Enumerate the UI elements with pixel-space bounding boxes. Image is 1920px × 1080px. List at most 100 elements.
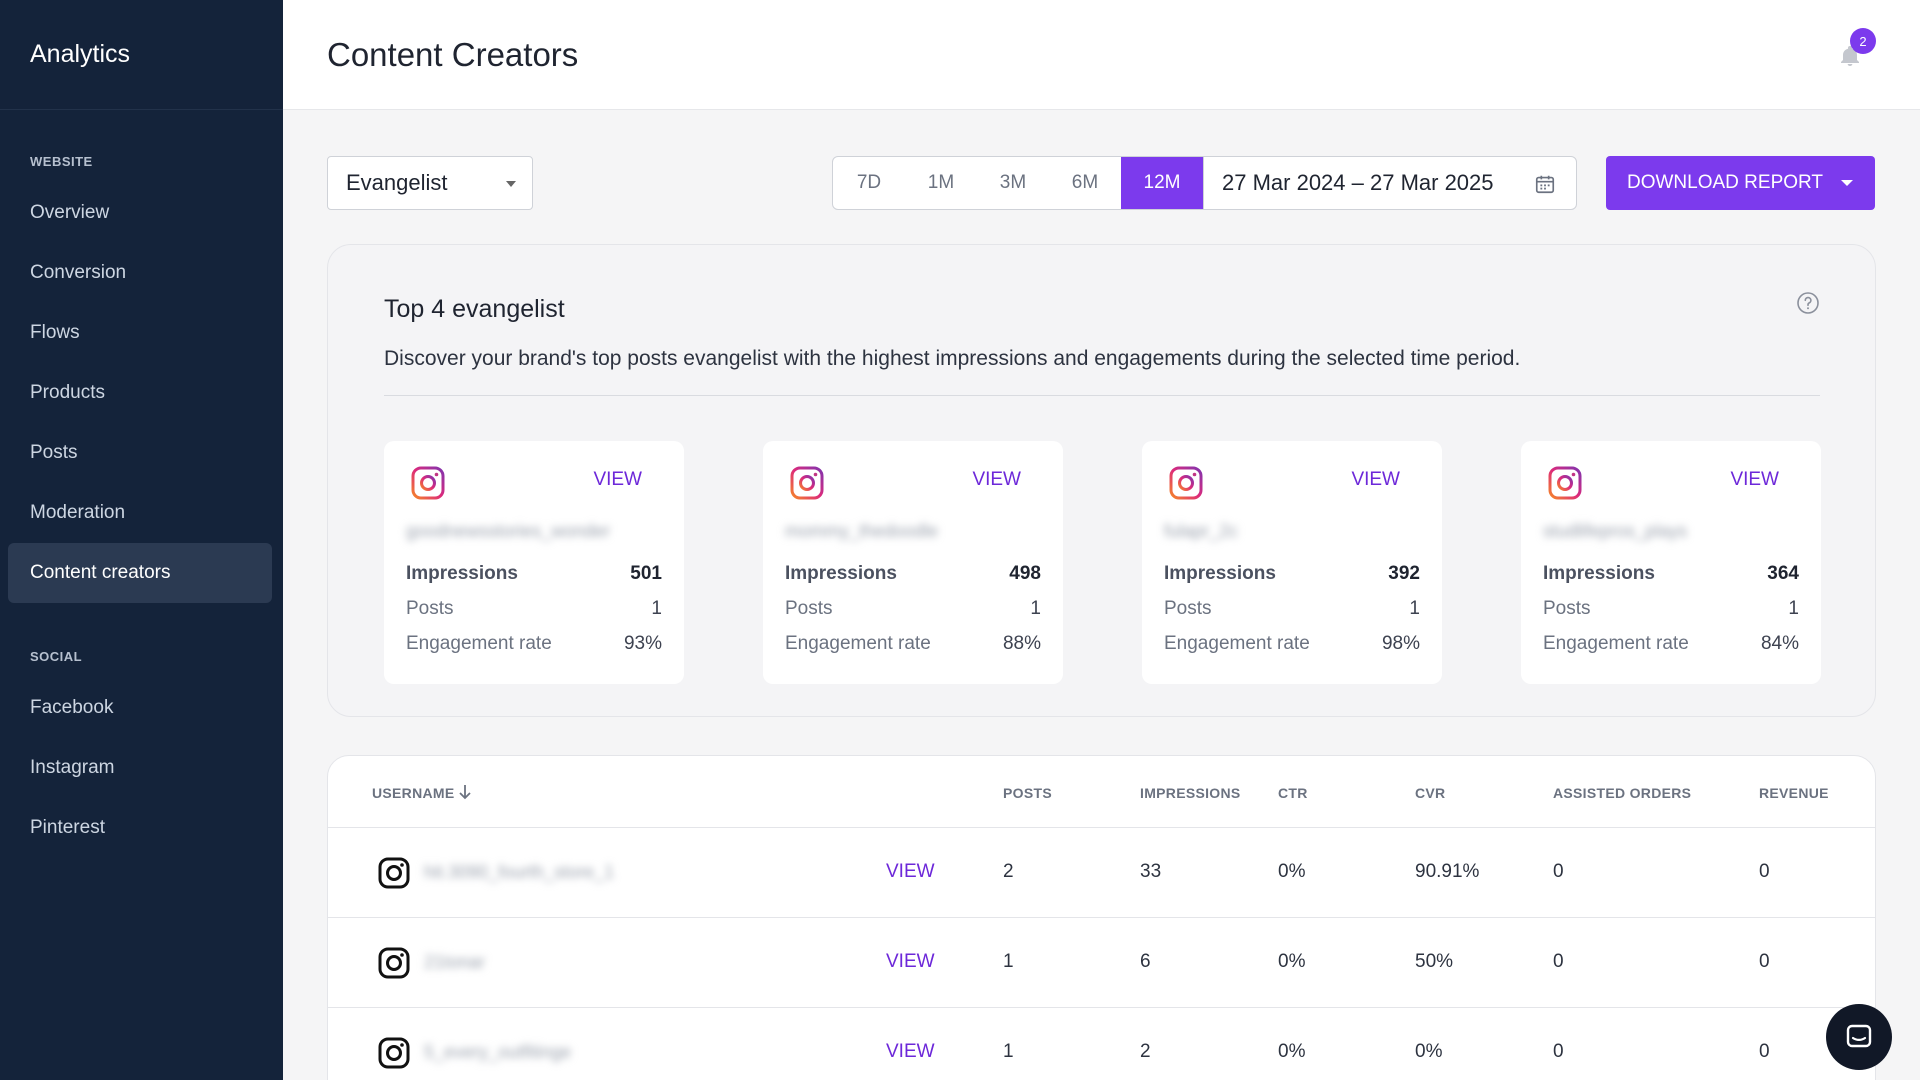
impressions-cell: 6: [1140, 951, 1151, 972]
panel-title: Top 4 evangelist: [384, 295, 565, 323]
revenue-cell: 0: [1759, 951, 1770, 972]
impressions-row: Impressions 501: [406, 563, 662, 585]
col-ctr[interactable]: CTR: [1278, 785, 1308, 801]
engagement-label: Engagement rate: [1543, 633, 1689, 654]
posts-cell: 1: [1003, 951, 1014, 972]
sidebar-item-conversion[interactable]: Conversion: [30, 262, 127, 283]
username: fulapr_2c: [1164, 521, 1239, 541]
posts-cell: 2: [1003, 861, 1014, 882]
posts-label: Posts: [1543, 598, 1591, 619]
impressions-value: 364: [1767, 563, 1799, 584]
revenue-cell: 0: [1759, 861, 1770, 882]
impressions-cell: 2: [1140, 1041, 1151, 1062]
sidebar-item-posts[interactable]: Posts: [30, 442, 78, 463]
sidebar-item-overview[interactable]: Overview: [30, 202, 110, 223]
impressions-value: 501: [630, 563, 662, 584]
website-section-label: WEBSITE: [30, 154, 93, 169]
col-impressions[interactable]: IMPRESSIONS: [1140, 785, 1241, 801]
sort-arrow-down-icon[interactable]: [457, 783, 473, 801]
col-assisted-orders[interactable]: ASSISTED ORDERS: [1553, 785, 1692, 801]
impressions-row: Impressions 364: [1543, 563, 1799, 585]
chevron-down-icon: [1841, 180, 1853, 186]
engagement-value: 88%: [1002, 633, 1041, 654]
calendar-icon: [1535, 175, 1555, 194]
username: studlifepros_plays: [1543, 521, 1688, 541]
instagram-icon: [790, 466, 824, 500]
date-range-text: 27 Mar 2024 – 27 Mar 2025: [1222, 170, 1494, 195]
sidebar-item-flows[interactable]: Flows: [30, 322, 80, 343]
creators-table: USERNAME POSTS IMPRESSIONS CTR CVR ASSIS…: [327, 755, 1876, 1080]
posts-value: 1: [1030, 598, 1041, 619]
posts-row: Posts 1: [1543, 598, 1799, 620]
engagement-row: Engagement rate 84%: [1543, 633, 1799, 655]
impressions-label: Impressions: [785, 563, 897, 584]
page-title: Content Creators: [327, 36, 579, 73]
sidebar-item-facebook[interactable]: Facebook: [30, 697, 114, 718]
segment-select[interactable]: Evangelist: [327, 156, 533, 210]
col-revenue[interactable]: REVENUE: [1759, 785, 1829, 801]
range-3m-button[interactable]: 3M: [999, 172, 1027, 193]
date-range-selector: 7D 1M 3M 6M 12M 27 Mar 2024 – 27 Mar 202…: [832, 156, 1577, 210]
cvr-cell: 50%: [1415, 951, 1454, 972]
range-7d-button[interactable]: 7D: [856, 172, 882, 193]
range-6m-button[interactable]: 6M: [1071, 172, 1099, 193]
download-report-button[interactable]: DOWNLOAD REPORT: [1606, 156, 1875, 210]
impressions-cell: 33: [1140, 861, 1162, 882]
instagram-icon: [411, 466, 445, 500]
posts-label: Posts: [785, 598, 833, 619]
view-link[interactable]: VIEW: [593, 469, 642, 490]
cvr-cell: 90.91%: [1415, 861, 1480, 882]
sidebar-item-pinterest[interactable]: Pinterest: [30, 817, 105, 838]
username: 5_every_outfitinge: [424, 1042, 572, 1062]
evangelist-card: VIEW fulapr_2c Impressions 392 Posts 1 Eng…: [1142, 441, 1442, 684]
ctr-cell: 0%: [1278, 1041, 1306, 1062]
sidebar-item-instagram[interactable]: Instagram: [30, 757, 115, 778]
divider: [384, 395, 1820, 396]
view-link[interactable]: VIEW: [886, 1041, 935, 1062]
posts-label: Posts: [406, 598, 454, 619]
posts-value: 1: [1409, 598, 1420, 619]
view-link[interactable]: VIEW: [1351, 469, 1400, 490]
sidebar-item-products[interactable]: Products: [30, 382, 105, 403]
sidebar-item-content-creators[interactable]: Content creators: [8, 543, 272, 603]
range-12m-button[interactable]: 12M: [1121, 157, 1203, 209]
date-range-picker[interactable]: 27 Mar 2024 – 27 Mar 2025: [1203, 157, 1576, 209]
assisted-orders-cell: 0: [1553, 1041, 1564, 1062]
view-link[interactable]: VIEW: [886, 861, 935, 882]
engagement-row: Engagement rate 98%: [1164, 633, 1420, 655]
table-row: 21tonar VIEW 1 6 0% 50% 0 0: [328, 918, 1875, 1008]
view-link[interactable]: VIEW: [886, 951, 935, 972]
range-1m-button[interactable]: 1M: [927, 172, 955, 193]
instagram-icon: [1548, 466, 1582, 500]
evangelist-card: VIEW studlifepros_plays Impressions 364 P…: [1521, 441, 1821, 684]
col-username[interactable]: USERNAME: [372, 785, 455, 801]
page-header: Content Creators 2: [283, 0, 1920, 110]
impressions-label: Impressions: [1164, 563, 1276, 584]
evangelist-card: VIEW mommy_thedoodle Impressions 498 Post…: [763, 441, 1063, 684]
posts-value: 1: [651, 598, 662, 619]
view-link[interactable]: VIEW: [1730, 469, 1779, 490]
notification-badge: 2: [1850, 28, 1876, 54]
table-row: 5_every_outfitinge VIEW 1 2 0% 0% 0 0: [328, 1008, 1875, 1080]
brand-title: Analytics: [0, 0, 283, 110]
posts-row: Posts 1: [1164, 598, 1420, 620]
col-cvr[interactable]: CVR: [1415, 785, 1446, 801]
help-icon[interactable]: [1796, 291, 1820, 315]
chat-icon: [1846, 1024, 1872, 1048]
evangelist-card: VIEW goodnewsstories_wonder Impressions 5…: [384, 441, 684, 684]
posts-label: Posts: [1164, 598, 1212, 619]
instagram-icon: [378, 857, 410, 889]
engagement-value: 84%: [1760, 633, 1799, 654]
posts-value: 1: [1788, 598, 1799, 619]
impressions-label: Impressions: [1543, 563, 1655, 584]
posts-row: Posts 1: [785, 598, 1041, 620]
sidebar-item-moderation[interactable]: Moderation: [30, 502, 126, 523]
view-link[interactable]: VIEW: [972, 469, 1021, 490]
col-posts[interactable]: POSTS: [1003, 785, 1052, 801]
assisted-orders-cell: 0: [1553, 951, 1564, 972]
instagram-icon: [378, 947, 410, 979]
engagement-label: Engagement rate: [785, 633, 931, 654]
ctr-cell: 0%: [1278, 861, 1306, 882]
impressions-label: Impressions: [406, 563, 518, 584]
chat-launcher-button[interactable]: [1826, 1004, 1892, 1070]
